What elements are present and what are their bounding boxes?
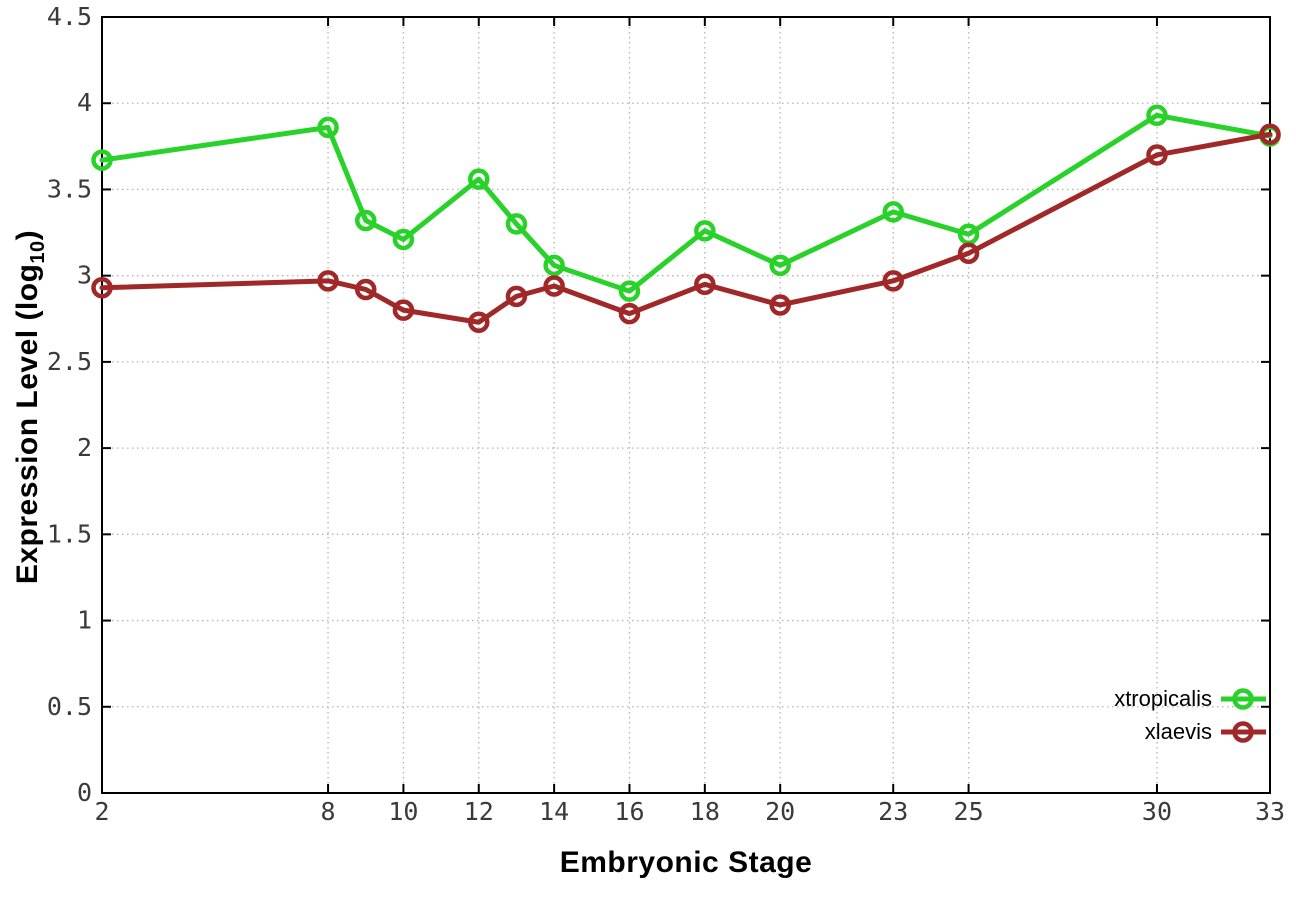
data-point-xlaevis: [957, 242, 980, 264]
x-tick-label: 30: [1142, 797, 1172, 826]
x-tick-label: 23: [878, 797, 908, 826]
y-tick-label: 4.5: [47, 2, 92, 31]
data-point-xlaevis: [505, 285, 528, 308]
y-tick-label: 3.5: [47, 174, 92, 203]
data-point-xtropicalis: [882, 201, 904, 223]
data-point-xtropicalis: [1146, 104, 1168, 127]
data-point-xlaevis: [1259, 123, 1281, 146]
data-point-xlaevis: [317, 270, 339, 292]
y-tick-label: 4: [77, 88, 92, 117]
data-point-xlaevis: [694, 273, 716, 296]
data-point-xtropicalis: [543, 254, 565, 277]
y-axis-title: Expression Level (log10): [11, 27, 49, 787]
y-axis-title-close: ): [11, 229, 44, 241]
x-tick-label: 8: [321, 797, 336, 826]
data-point-xlaevis: [769, 294, 791, 316]
x-tick-label: 14: [539, 797, 569, 826]
y-tick-label: 2: [77, 433, 92, 462]
series-line-xlaevis: [99, 131, 1273, 325]
data-point-xlaevis: [1146, 144, 1168, 166]
data-point-xtropicalis: [91, 149, 113, 171]
data-point-xtropicalis: [392, 228, 415, 251]
legend-label-xlaevis: xlaevis: [1144, 719, 1212, 744]
y-tick-label: 2.5: [47, 347, 92, 376]
data-point-xtropicalis: [505, 213, 528, 235]
series-line-xtropicalis: [99, 112, 1273, 294]
data-point-xlaevis: [882, 270, 904, 292]
x-axis-title: Embryonic Stage: [559, 846, 813, 879]
legend-sample-marker-xlaevis: [1232, 721, 1254, 743]
x-tick-label: 12: [464, 797, 494, 826]
x-tick-label: 33: [1255, 797, 1285, 826]
data-point-xlaevis: [468, 311, 490, 333]
data-point-xlaevis: [354, 278, 377, 301]
data-point-xtropicalis: [468, 168, 490, 190]
x-tick-label: 25: [954, 797, 984, 826]
data-point-xlaevis: [91, 276, 113, 299]
data-point-xtropicalis: [317, 116, 339, 139]
data-point-xtropicalis: [354, 209, 377, 232]
data-point-xlaevis: [392, 299, 415, 321]
y-axis-title-subscript: 10: [27, 240, 49, 264]
x-tick-label: 2: [94, 797, 109, 826]
x-tick-label: 10: [388, 797, 418, 826]
legend-label-xtropicalis: xtropicalis: [1114, 686, 1212, 711]
data-point-xtropicalis: [769, 254, 791, 277]
data-point-xlaevis: [618, 302, 641, 325]
data-point-xtropicalis: [618, 280, 641, 302]
y-tick-label: 0: [77, 778, 92, 807]
y-tick-label: 1.5: [47, 519, 92, 548]
data-point-xtropicalis: [694, 220, 716, 242]
x-tick-label: 20: [765, 797, 795, 826]
plot-border: [101, 16, 1271, 794]
legend-sample-marker-xtropicalis: [1232, 688, 1254, 710]
y-tick-label: 1: [77, 606, 92, 635]
y-tick-label: 3: [77, 261, 92, 290]
data-point-xlaevis: [543, 275, 565, 297]
x-tick-label: 18: [690, 797, 720, 826]
y-axis-title-text: Expression Level (log: [11, 263, 44, 585]
x-tick-label: 16: [614, 797, 644, 826]
y-tick-label: 0.5: [47, 692, 92, 721]
